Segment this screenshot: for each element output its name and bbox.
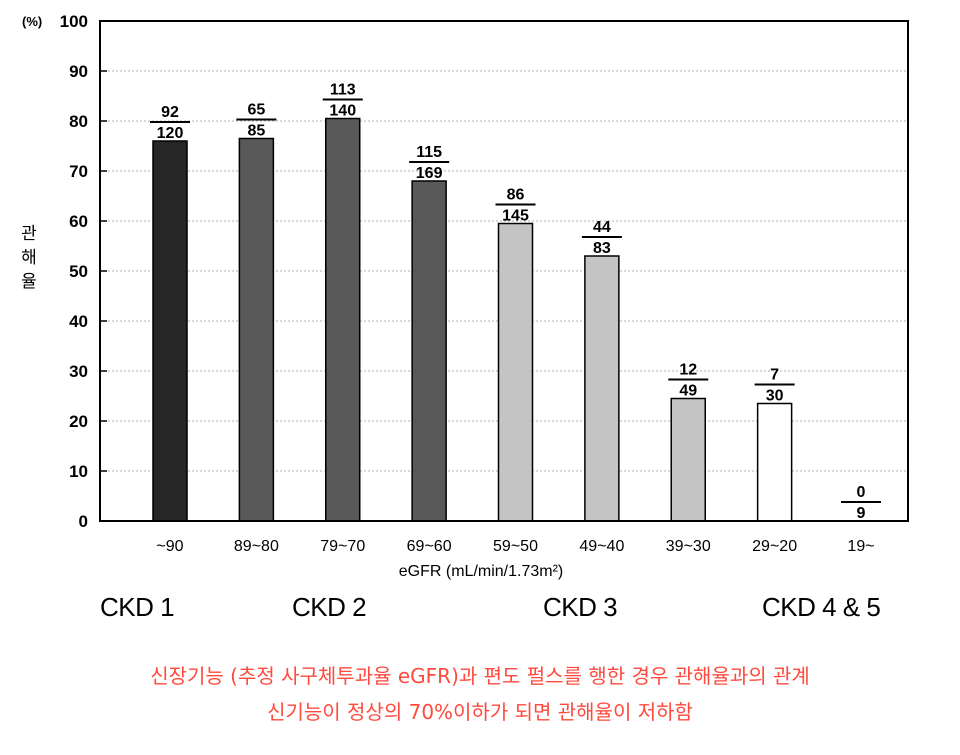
fraction-denominator: 120 (157, 125, 184, 142)
y-axis-label-char: 해 (21, 248, 37, 268)
bar (411, 180, 447, 522)
y-axis-label-char: 관 (21, 224, 37, 244)
x-tick-label: 89~80 (234, 538, 279, 555)
bar (497, 222, 534, 522)
group-label-ckd3: CKD 3 (543, 592, 618, 622)
bar (756, 402, 793, 522)
plot-frame (99, 20, 909, 522)
y-tick-label: 60 (69, 212, 88, 231)
bar (325, 117, 361, 522)
bar (238, 137, 275, 522)
fraction-numerator: 0 (857, 484, 866, 501)
bar-chart: 921206585113140115169861454483124973009 … (22, 12, 909, 580)
fraction-numerator: 7 (770, 367, 779, 384)
bars (152, 117, 793, 522)
fraction-denominator: 85 (247, 123, 265, 140)
x-tick-label: 49~40 (579, 538, 624, 555)
caption-line-1: 신장기능 (추정 사구체투과율 eGFR)과 편도 펄스를 행한 경우 관해율과… (150, 664, 810, 688)
fraction-denominator: 9 (857, 505, 866, 522)
y-tick-label: 100 (60, 12, 88, 31)
y-tick-label: 90 (69, 62, 88, 81)
x-axis-label: eGFR (mL/min/1.73m²) (399, 563, 563, 580)
x-tick-label: ~90 (156, 538, 183, 555)
group-label-ckd1: CKD 1 (100, 592, 175, 622)
group-label-ckd45: CKD 4 & 5 (762, 592, 881, 622)
y-axis-label-char: 율 (21, 272, 37, 292)
fraction-denominator: 49 (679, 383, 697, 400)
bar (152, 140, 188, 522)
x-tick-label: 59~50 (493, 538, 538, 555)
y-tick-label: 20 (69, 412, 88, 431)
x-tick-label: 69~60 (407, 538, 452, 555)
fraction-numerator: 86 (507, 187, 525, 204)
fraction-numerator: 12 (679, 362, 697, 379)
y-tick-label: 30 (69, 362, 88, 381)
data-labels: 92 120 65 85 113 140 115 169 86 145 44 83 12 49 7 30 0 9 (150, 82, 881, 522)
bar (584, 255, 620, 522)
y-tick-label: 50 (69, 262, 88, 281)
y-tick-label: 80 (69, 112, 88, 131)
y-tick-label: 70 (69, 162, 88, 181)
fraction-denominator: 83 (593, 240, 611, 257)
fraction-numerator: 115 (416, 144, 442, 161)
y-tick-label: 40 (69, 312, 88, 331)
x-tick-label: 39~30 (666, 538, 711, 555)
y-unit-label: (%) (22, 14, 42, 29)
x-tick-label: 19~ (847, 538, 874, 555)
fraction-numerator: 92 (161, 104, 179, 121)
fraction-numerator: 113 (330, 82, 356, 99)
fraction-denominator: 145 (502, 208, 529, 225)
fraction-denominator: 140 (329, 103, 356, 120)
fraction-numerator: 44 (593, 219, 611, 236)
fraction-denominator: 30 (766, 388, 784, 405)
y-tick-label: 10 (69, 462, 88, 481)
group-label-ckd2: CKD 2 (292, 592, 367, 622)
y-tick-label: 0 (79, 512, 88, 531)
x-tick-label: 29~20 (752, 538, 797, 555)
fraction-numerator: 65 (247, 102, 265, 119)
bar (670, 397, 706, 522)
fraction-denominator: 169 (416, 165, 443, 182)
x-tick-label: 79~70 (320, 538, 365, 555)
caption-line-2: 신기능이 정상의 70%이하가 되면 관해율이 저하함 (267, 700, 693, 724)
